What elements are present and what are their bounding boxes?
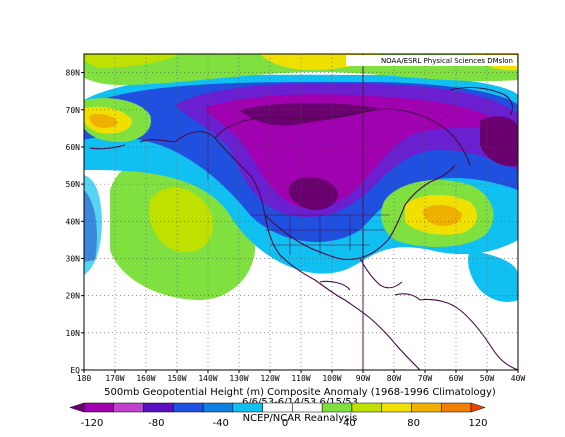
- x-tick-label: 130W: [229, 374, 248, 383]
- colorbar-segment: [113, 402, 144, 413]
- colorbar-segment: [202, 402, 234, 413]
- y-tick-label: EQ: [70, 366, 80, 375]
- y-axis-ticks: EQ 10N 20N 30N 40N 50N 60N 70N 80N: [66, 69, 84, 375]
- y-tick-label: 70N: [66, 106, 81, 115]
- colorbar-label: 120: [468, 418, 487, 429]
- colorbar-arrow-left: [69, 402, 85, 413]
- caption-line2: 6/6/53-6/14/53,6/15/53: [242, 397, 358, 408]
- y-tick-label: 40N: [66, 217, 81, 226]
- x-tick-label: 170W: [105, 374, 124, 383]
- x-tick-label: 40W: [511, 374, 526, 383]
- anomaly-cyan-west-edge: [84, 175, 102, 275]
- colorbar-segment: [381, 402, 412, 413]
- colorbar-label: 80: [407, 418, 420, 429]
- y-tick-label: 30N: [66, 254, 81, 263]
- colorbar-label: 0: [282, 418, 288, 429]
- colorbar-labels: -120 -80 -40 0 40 80 120: [81, 418, 488, 429]
- colorbar-label: -80: [148, 418, 164, 429]
- y-tick-label: 10N: [66, 329, 81, 338]
- x-tick-label: 120W: [260, 374, 279, 383]
- colorbar-segment: [232, 402, 263, 413]
- y-tick-label: 60N: [66, 143, 81, 152]
- x-tick-label: 60W: [449, 374, 464, 383]
- anomaly-field: [84, 54, 518, 370]
- x-tick-label: 110W: [291, 374, 310, 383]
- colorbar-segment: [411, 402, 442, 413]
- colorbar-segment: [143, 402, 174, 413]
- anomaly-positive-atlantic-orange: [423, 204, 462, 226]
- colorbar-segment: [292, 402, 323, 413]
- colorbar-segment: [351, 402, 382, 413]
- x-tick-label: 160W: [136, 374, 155, 383]
- x-tick-label: 90W: [356, 374, 371, 383]
- colorbar-label: -40: [212, 418, 228, 429]
- credit-box: [346, 55, 517, 66]
- y-tick-label: 20N: [66, 292, 81, 301]
- y-tick-label: 50N: [66, 180, 81, 189]
- x-tick-label: 50W: [480, 374, 495, 383]
- anomaly-cyan-south-tail: [468, 250, 518, 302]
- x-tick-label: 70W: [418, 374, 433, 383]
- credit-text: NOAA/ESRL Physical Sciences DMslon: [381, 57, 513, 65]
- colorbar-segment: [440, 402, 472, 413]
- anomaly-positive-arctic-nw: [84, 54, 180, 68]
- colorbar-arrow-right: [470, 402, 486, 413]
- x-tick-label: 100W: [322, 374, 341, 383]
- x-tick-label: 180: [77, 374, 92, 383]
- anomaly-deep-purple-west-us: [288, 176, 339, 211]
- caption-line1: 500mb Geopotential Height (m) Composite …: [104, 387, 496, 398]
- y-tick-label: 80N: [66, 69, 81, 78]
- colorbar-segment: [173, 402, 204, 413]
- anomaly-deep-purple-north: [240, 103, 380, 126]
- anomaly-positive-bering-orange: [89, 113, 118, 128]
- x-tick-label: 150W: [167, 374, 186, 383]
- colorbar-label: -120: [81, 418, 104, 429]
- anomaly-positive-pacific-core: [149, 187, 214, 253]
- colorbar-label: 40: [343, 418, 356, 429]
- colorbar-segment: [262, 402, 293, 413]
- x-axis-ticks: 180 170W 160W 150W 140W 130W 120W 110W 100W 90W 80…: [77, 370, 526, 383]
- caption-line3: NCEP/NCAR Reanalysis: [243, 413, 358, 424]
- colorbar-segment: [321, 402, 353, 413]
- x-tick-label: 140W: [198, 374, 217, 383]
- colorbar-segment: [83, 402, 115, 413]
- x-tick-label: 80W: [387, 374, 402, 383]
- graticule: [84, 54, 518, 370]
- anomaly-negative-east-edge: [480, 116, 518, 167]
- colorbar: [69, 402, 486, 413]
